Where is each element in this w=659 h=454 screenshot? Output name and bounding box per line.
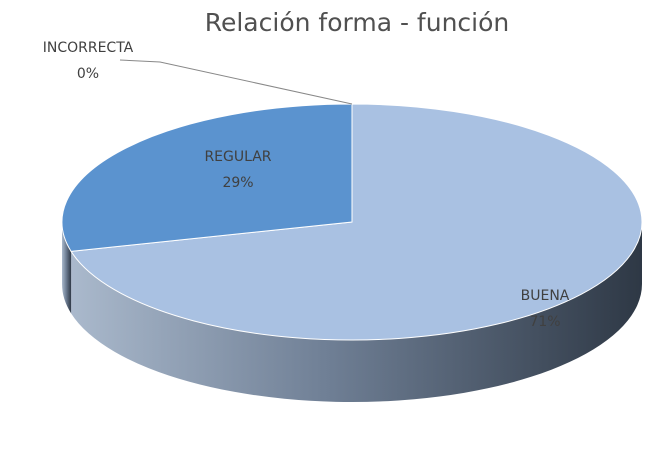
- slice: [61, 103, 353, 252]
- slice-value-label: 0%: [77, 66, 99, 82]
- slice-label: INCORRECTA: [43, 40, 134, 56]
- slice: [70, 103, 643, 341]
- slice-label: REGULAR: [204, 149, 271, 165]
- chart-title: Relación forma - función: [205, 8, 510, 37]
- slice-label: BUENA: [521, 288, 570, 304]
- slice-side: [71, 222, 642, 402]
- slice-value-label: 71%: [529, 314, 560, 330]
- slice-side: [62, 222, 72, 314]
- leader-line: [119, 59, 353, 105]
- slice-value-label: 29%: [222, 175, 253, 191]
